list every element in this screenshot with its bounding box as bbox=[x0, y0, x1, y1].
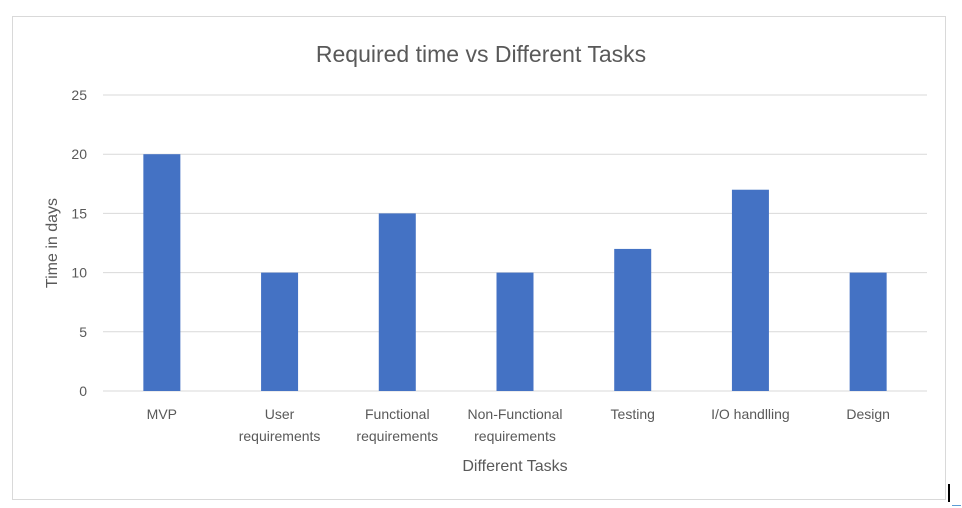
x-tick-label: Non-Functional requirements bbox=[468, 406, 563, 444]
x-tick-label-line: Functional bbox=[365, 406, 430, 422]
x-tick-label-line: I/O handlling bbox=[711, 406, 790, 422]
y-tick-label: 20 bbox=[71, 146, 87, 162]
x-axis-label: Different Tasks bbox=[462, 458, 567, 475]
x-tick-label-line: requirements bbox=[356, 428, 438, 444]
bar-non-functional-requirements bbox=[496, 272, 534, 391]
x-tick-label-line: User bbox=[265, 406, 295, 422]
x-tick-label-line: requirements bbox=[239, 428, 321, 444]
y-axis-label: Time in days bbox=[44, 198, 61, 288]
x-tick-label-line: MVP bbox=[147, 406, 177, 422]
x-tick-label: Testing bbox=[611, 406, 655, 422]
y-tick-label: 25 bbox=[71, 87, 87, 103]
y-tick-label: 5 bbox=[79, 324, 87, 340]
bar-testing bbox=[614, 248, 652, 391]
y-tick-label: 10 bbox=[71, 265, 87, 281]
bar-mvp bbox=[143, 154, 181, 391]
chart-title: Required time vs Different Tasks bbox=[316, 41, 646, 67]
gridlines bbox=[103, 94, 927, 392]
x-tick-label-line: Testing bbox=[611, 406, 655, 422]
x-tick-label: Design bbox=[846, 406, 890, 422]
bar-user-requirements bbox=[261, 272, 299, 391]
text-cursor bbox=[948, 484, 950, 502]
x-tick-label-line: Non-Functional bbox=[468, 406, 563, 422]
bar-i-o-handlling bbox=[731, 189, 769, 391]
bar-design bbox=[849, 272, 887, 391]
x-tick-label: User requirements bbox=[239, 406, 321, 444]
bars bbox=[143, 154, 887, 391]
x-tick-label-line: Design bbox=[846, 406, 890, 422]
x-tick-label-line: requirements bbox=[474, 428, 556, 444]
y-axis-ticks: 0 5 10 15 20 25 bbox=[71, 87, 87, 399]
x-tick-label: I/O handlling bbox=[711, 406, 790, 422]
x-tick-label: MVP bbox=[147, 406, 177, 422]
cursor-underline bbox=[952, 505, 961, 506]
y-tick-label: 0 bbox=[79, 383, 87, 399]
bar-functional-requirements bbox=[378, 213, 416, 391]
y-tick-label: 15 bbox=[71, 205, 87, 221]
x-axis-ticks: MVP User requirements Functional requirement… bbox=[147, 406, 890, 444]
x-tick-label: Functional requirements bbox=[356, 406, 438, 444]
